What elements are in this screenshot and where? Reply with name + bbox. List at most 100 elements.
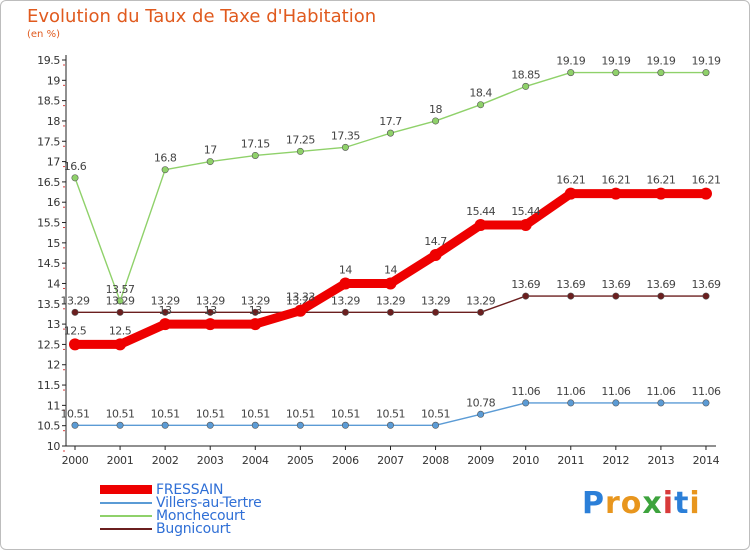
data-label-villers-au-tertre: 10.51 — [106, 407, 135, 420]
data-point-monchecourt — [161, 166, 169, 174]
x-tick-label: 2009 — [467, 454, 494, 467]
data-label-villers-au-tertre: 10.51 — [151, 407, 180, 420]
proxiti-logo: Proxiti — [582, 486, 701, 521]
y-tick-label: 12.5 — [37, 338, 60, 351]
data-point-fressain — [519, 218, 532, 231]
data-point-monchecourt — [341, 143, 349, 151]
data-label-fressain: 14 — [384, 263, 397, 276]
logo-letter: i — [689, 486, 701, 521]
legend-label-monchecourt: Monchecourt — [156, 508, 245, 524]
data-point-villers-au-tertre — [386, 421, 394, 429]
y-tick-label: 15.5 — [37, 217, 60, 230]
data-label-villers-au-tertre: 11.06 — [556, 385, 585, 398]
y-tick-label: 17 — [47, 156, 61, 169]
data-point-villers-au-tertre — [522, 399, 530, 407]
data-label-bugnicourt: 13.29 — [241, 294, 270, 307]
data-label-bugnicourt: 13.69 — [646, 278, 675, 291]
data-label-villers-au-tertre: 11.06 — [601, 385, 630, 398]
data-point-fressain — [564, 187, 577, 200]
data-point-fressain — [654, 187, 667, 200]
data-point-bugnicourt — [341, 308, 349, 316]
data-label-monchecourt: 18.4 — [469, 87, 492, 100]
data-point-villers-au-tertre — [296, 421, 304, 429]
data-point-fressain — [429, 249, 442, 262]
data-label-bugnicourt: 13.29 — [151, 294, 180, 307]
y-tick-label: 16 — [47, 196, 61, 209]
x-tick-label: 2007 — [377, 454, 404, 467]
data-label-villers-au-tertre: 10.51 — [241, 407, 270, 420]
data-label-fressain: 13 — [159, 304, 172, 317]
legend-label-bugnicourt: Bugnicourt — [156, 521, 231, 537]
logo-letter: i — [662, 486, 675, 521]
data-point-monchecourt — [296, 147, 304, 155]
data-point-fressain — [204, 318, 217, 331]
data-label-villers-au-tertre: 10.51 — [286, 407, 315, 420]
data-label-villers-au-tertre: 11.06 — [646, 385, 675, 398]
data-label-fressain: 12.5 — [64, 324, 87, 337]
logo-letter: r — [605, 486, 621, 521]
y-tick-label: 11.5 — [37, 379, 60, 392]
logo-letter: x — [642, 486, 663, 521]
y-tick-label: 11 — [47, 399, 60, 412]
data-point-monchecourt — [71, 174, 79, 182]
logo-letter: t — [674, 486, 690, 521]
data-point-villers-au-tertre — [567, 399, 575, 407]
data-label-monchecourt: 16.8 — [154, 152, 177, 165]
data-label-villers-au-tertre: 10.78 — [466, 396, 495, 409]
data-point-bugnicourt — [612, 292, 620, 300]
data-label-fressain: 14.7 — [424, 235, 447, 248]
data-label-monchecourt: 13.57 — [106, 283, 135, 296]
data-label-monchecourt: 17 — [204, 144, 217, 157]
data-label-bugnicourt: 13.29 — [61, 294, 90, 307]
data-label-bugnicourt: 13.29 — [331, 294, 360, 307]
y-tick-label: 18.5 — [37, 95, 60, 108]
y-tick-label: 15 — [47, 237, 61, 250]
data-point-monchecourt — [251, 151, 259, 159]
x-tick-label: 2006 — [332, 454, 359, 467]
legend-swatch-fressain — [100, 485, 152, 494]
data-label-monchecourt: 16.6 — [64, 160, 87, 173]
data-label-fressain: 16.21 — [646, 174, 675, 187]
x-tick-label: 2005 — [287, 454, 314, 467]
data-label-bugnicourt: 13.29 — [466, 294, 495, 307]
data-point-fressain — [249, 318, 262, 331]
data-label-fressain: 13 — [249, 304, 262, 317]
x-tick-label: 2002 — [152, 454, 179, 467]
data-point-monchecourt — [116, 297, 124, 305]
data-point-villers-au-tertre — [206, 421, 214, 429]
data-label-fressain: 16.21 — [556, 174, 585, 187]
chart-unit-label: (en %) — [27, 29, 60, 40]
data-label-villers-au-tertre: 10.51 — [196, 407, 225, 420]
legend-label-villers-au-tertre: Villers-au-Tertre — [156, 495, 262, 511]
x-tick-label: 2001 — [107, 454, 134, 467]
data-label-bugnicourt: 13.29 — [196, 294, 225, 307]
data-label-monchecourt: 18.85 — [511, 68, 540, 81]
x-tick-label: 2000 — [62, 454, 89, 467]
y-tick-label: 12 — [47, 359, 60, 372]
data-point-villers-au-tertre — [612, 399, 620, 407]
data-point-monchecourt — [522, 82, 530, 90]
legend-swatch-villers-au-tertre — [100, 502, 152, 504]
x-tick-label: 2003 — [197, 454, 224, 467]
data-point-villers-au-tertre — [341, 421, 349, 429]
data-point-fressain — [384, 277, 397, 290]
data-point-bugnicourt — [567, 292, 575, 300]
data-label-fressain: 15.44 — [466, 205, 495, 218]
data-label-monchecourt: 18 — [429, 103, 442, 116]
data-label-bugnicourt: 13.29 — [421, 294, 450, 307]
data-label-villers-au-tertre: 11.06 — [511, 385, 540, 398]
data-point-fressain — [114, 338, 127, 351]
chart-title: Evolution du Taux de Taxe d'Habitation — [27, 6, 377, 27]
x-tick-label: 2014 — [693, 454, 720, 467]
y-tick-label: 18 — [47, 115, 61, 128]
data-label-monchecourt: 17.15 — [241, 137, 270, 150]
y-tick-label: 10.5 — [37, 420, 60, 433]
data-label-bugnicourt: 13.69 — [511, 278, 540, 291]
data-label-fressain: 13 — [204, 304, 217, 317]
data-point-fressain — [339, 277, 352, 290]
data-label-villers-au-tertre: 11.06 — [691, 385, 720, 398]
y-tick-label: 19 — [47, 74, 61, 87]
data-label-fressain: 14 — [339, 263, 352, 276]
